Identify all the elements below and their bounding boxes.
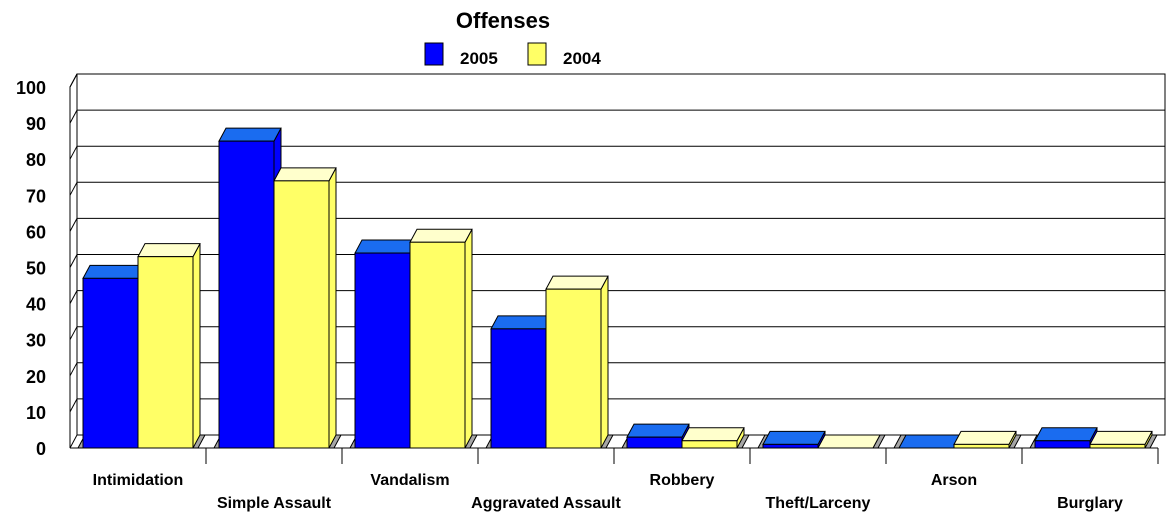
legend: 2005 2004 bbox=[424, 42, 601, 68]
gridline-side bbox=[69, 398, 78, 413]
bar-top bbox=[626, 423, 690, 438]
bar-2005-simple-assault bbox=[218, 127, 282, 449]
y-tick-label: 90 bbox=[26, 114, 46, 134]
bar-front bbox=[409, 241, 466, 449]
bar-front bbox=[681, 440, 738, 449]
x-tick-label: Theft/Larceny bbox=[766, 495, 871, 512]
gridline-side bbox=[69, 145, 78, 160]
legend-swatch-2005 bbox=[424, 42, 444, 66]
bar-front bbox=[273, 180, 330, 449]
bar-2004-simple-assault bbox=[273, 167, 337, 449]
gridline-side bbox=[69, 290, 78, 304]
bar-top bbox=[681, 427, 745, 442]
y-tick-label: 100 bbox=[16, 78, 46, 98]
gridline-side bbox=[69, 326, 78, 340]
bar-top bbox=[545, 275, 609, 290]
y-tick-label: 0 bbox=[36, 439, 46, 459]
bar-front bbox=[953, 443, 1010, 449]
bar-front bbox=[545, 288, 602, 449]
bar-front bbox=[82, 277, 139, 449]
bar-2004-theft-larceny bbox=[817, 434, 881, 449]
bar-2004-arson bbox=[953, 430, 1017, 449]
gridline-side bbox=[69, 254, 78, 268]
bar-front bbox=[490, 328, 547, 449]
y-tick-label: 20 bbox=[26, 367, 46, 387]
legend-swatch-2004 bbox=[527, 42, 547, 66]
legend-label-2004: 2004 bbox=[563, 49, 601, 68]
bar-front bbox=[762, 443, 819, 449]
bar-top bbox=[817, 434, 881, 449]
y-tick-label: 40 bbox=[26, 295, 46, 315]
bar-2005-robbery bbox=[626, 423, 690, 449]
bar-2005-vandalism bbox=[354, 239, 418, 449]
bar-top bbox=[1034, 427, 1098, 442]
gridline-side bbox=[69, 73, 78, 88]
x-tick-label: Intimidation bbox=[93, 472, 184, 489]
bar-2004-intimidation bbox=[137, 243, 201, 449]
bar-2004-aggravated-assault bbox=[545, 275, 609, 449]
bar-2005-arson bbox=[898, 434, 962, 449]
bar-front bbox=[1034, 440, 1091, 449]
gridline-side bbox=[69, 218, 78, 232]
gridline-side bbox=[69, 362, 78, 377]
x-tick-label: Robbery bbox=[650, 472, 715, 489]
bar-top bbox=[1089, 430, 1153, 445]
bar-side bbox=[600, 275, 609, 449]
y-tick-label: 10 bbox=[26, 403, 46, 423]
bar-top bbox=[82, 264, 146, 279]
bar-top bbox=[273, 167, 337, 182]
x-tick-label: Vandalism bbox=[370, 472, 449, 489]
bar-2004-burglary bbox=[1089, 430, 1153, 449]
legend-label-2005: 2005 bbox=[460, 49, 498, 68]
chart-title: Offenses bbox=[456, 8, 550, 33]
bar-top bbox=[409, 228, 473, 243]
gridline-side bbox=[69, 182, 78, 196]
bar-front bbox=[626, 436, 683, 449]
bar-2004-robbery bbox=[681, 427, 745, 449]
bar-front bbox=[218, 140, 275, 449]
bar-top bbox=[898, 434, 962, 449]
x-tick-label: Arson bbox=[931, 472, 977, 489]
bar-top bbox=[762, 430, 826, 445]
bar-side bbox=[192, 243, 201, 449]
bar-front bbox=[137, 256, 194, 449]
bar-top bbox=[218, 127, 282, 142]
bar-front bbox=[354, 252, 411, 449]
y-tick-label: 70 bbox=[26, 186, 46, 206]
bar-side bbox=[328, 167, 337, 449]
bar-front bbox=[1089, 443, 1146, 449]
x-tick-label: Aggravated Assault bbox=[471, 495, 621, 512]
y-tick-label: 60 bbox=[26, 222, 46, 242]
y-tick-label: 30 bbox=[26, 331, 46, 351]
bar-top bbox=[354, 239, 418, 254]
bar-2005-aggravated-assault bbox=[490, 315, 554, 449]
gridline-side bbox=[69, 109, 78, 124]
bar-top bbox=[490, 315, 554, 330]
bar-top bbox=[137, 243, 201, 258]
bar-2005-intimidation bbox=[82, 264, 146, 449]
x-tick-label: Burglary bbox=[1057, 495, 1123, 512]
bar-side bbox=[464, 228, 473, 449]
y-tick-label: 80 bbox=[26, 150, 46, 170]
bar-top bbox=[953, 430, 1017, 445]
bar-2005-burglary bbox=[1034, 427, 1098, 449]
y-tick-label: 50 bbox=[26, 259, 46, 279]
x-tick-label: Simple Assault bbox=[217, 495, 332, 512]
bar-2005-theft-larceny bbox=[762, 430, 826, 449]
bar-2004-vandalism bbox=[409, 228, 473, 449]
